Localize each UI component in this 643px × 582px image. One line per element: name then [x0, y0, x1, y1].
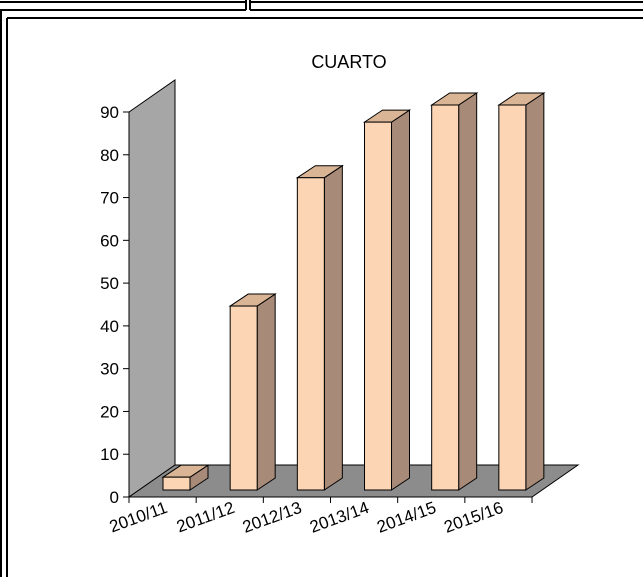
bar-2012/13 — [295, 164, 344, 491]
bar-side — [391, 109, 411, 491]
y-tick-label: 0 — [110, 488, 119, 507]
y-tick-label: 90 — [100, 103, 119, 122]
bar-2013/14 — [362, 109, 412, 491]
bar-front — [296, 177, 325, 491]
bar-front — [229, 305, 258, 491]
bar-2011/12 — [228, 293, 277, 491]
bar-2010/11 — [161, 464, 210, 491]
bar-2014/15 — [430, 92, 479, 491]
bar-front — [498, 104, 527, 491]
bars — [161, 92, 546, 491]
y-tick-label: 50 — [100, 274, 119, 293]
bar-front — [431, 104, 460, 491]
y-tick-label: 60 — [100, 231, 119, 250]
y-tick-label: 80 — [100, 146, 119, 165]
y-tick-label: 30 — [100, 360, 119, 379]
bar-front — [364, 121, 393, 491]
bar-2015/16 — [497, 92, 546, 491]
y-tick-label: 40 — [100, 317, 119, 336]
chart-title: CUARTO — [311, 52, 386, 72]
bar-side — [256, 293, 276, 491]
y-tick-label: 70 — [100, 189, 119, 208]
back-wall — [128, 79, 176, 498]
bar-side — [525, 92, 545, 491]
bar-side — [458, 92, 478, 491]
y-tick-label: 10 — [100, 445, 119, 464]
bar-side — [323, 164, 343, 491]
bar-front — [162, 476, 191, 491]
y-axis: 0 10 20 30 40 50 60 70 80 90 — [100, 103, 130, 507]
y-tick-label: 20 — [100, 402, 119, 421]
